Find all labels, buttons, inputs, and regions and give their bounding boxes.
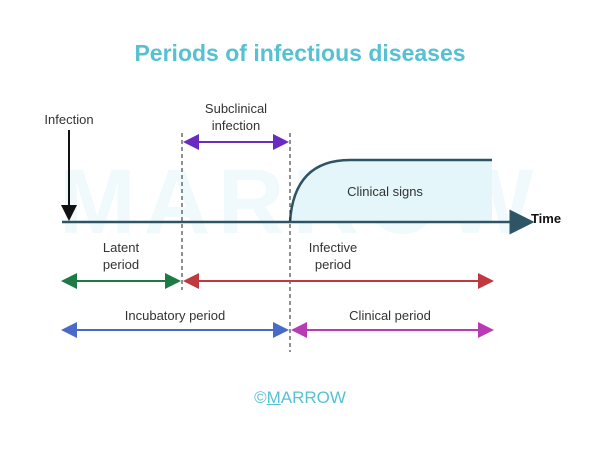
diagram-title: Periods of infectious diseases bbox=[134, 40, 466, 66]
clinical-signs-area bbox=[290, 160, 492, 222]
incubatory-period-label: Incubatory period bbox=[124, 308, 226, 323]
latent-label-line2: period bbox=[102, 257, 140, 272]
brand-rest: ARROW bbox=[280, 388, 346, 407]
clinical-signs-label: Clinical signs bbox=[347, 184, 423, 199]
subclinical-label-line1: Subclinical bbox=[204, 101, 268, 116]
latent-period-label: Latent period bbox=[86, 239, 156, 273]
clinical-period-label: Clinical period bbox=[349, 308, 431, 323]
subclinical-label-line2: infection bbox=[211, 118, 261, 133]
copyright-symbol: © bbox=[254, 388, 267, 407]
time-label: Time bbox=[530, 211, 562, 226]
brand-initial: M bbox=[266, 388, 281, 407]
clinical-signs-curve bbox=[288, 158, 492, 223]
infective-label-line1: Infective bbox=[308, 240, 358, 255]
infective-label-line2: period bbox=[314, 257, 352, 272]
infective-period-label: Infective period bbox=[293, 239, 373, 273]
subclinical-label: Subclinical infection bbox=[186, 100, 286, 134]
latent-label-line1: Latent bbox=[102, 240, 140, 255]
brand-footer: ©MARROW bbox=[0, 388, 600, 408]
infection-label: Infection bbox=[44, 112, 94, 127]
